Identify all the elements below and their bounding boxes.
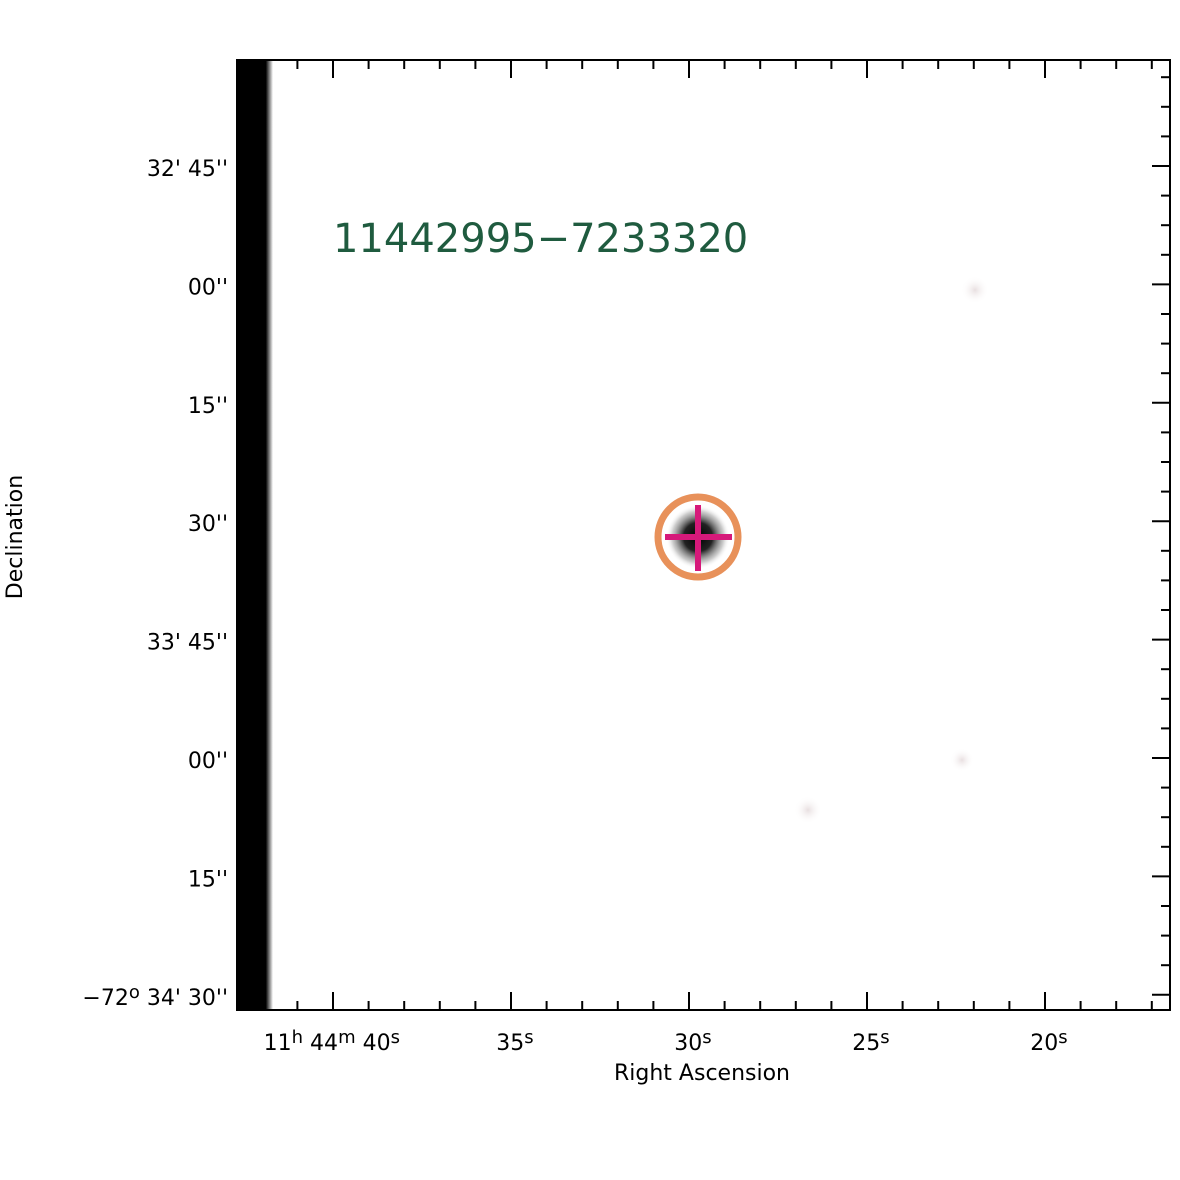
tick-label: 35s (496, 1027, 533, 1056)
tick-label-part: 32' 45'' (147, 157, 228, 182)
tick-label-part: 35 (496, 1031, 524, 1056)
tick-label-part: 33' 45'' (147, 631, 228, 656)
tick-label: 25s (852, 1027, 889, 1056)
tick-label-part: 30 (674, 1031, 702, 1056)
tick-label-part: m (338, 1027, 356, 1048)
tick-label-part: 15'' (188, 867, 228, 892)
tick-label: 30'' (188, 512, 228, 537)
tick-label: 30s (674, 1027, 711, 1056)
x-axis-label: Right Ascension (614, 1061, 790, 1086)
tick-label-part: h (292, 1027, 303, 1048)
tick-label-part: s (702, 1027, 711, 1048)
tick-label: 00'' (188, 275, 228, 300)
tick-label: 00'' (188, 749, 228, 774)
tick-label-part: 15'' (188, 394, 228, 419)
tick-label-part: 34' 30'' (140, 986, 228, 1011)
tick-label-part: 00'' (188, 749, 228, 774)
faint-source (950, 748, 974, 772)
plot-frame (236, 59, 1171, 1011)
y-axis-label: Declination (3, 475, 28, 599)
tick-label: −72o 34' 30'' (82, 982, 228, 1011)
tick-label-part: s (880, 1027, 889, 1048)
tick-label-part: 20 (1030, 1031, 1058, 1056)
tick-label-part: 00'' (188, 275, 228, 300)
faint-source (794, 796, 822, 824)
faint-source (961, 276, 989, 304)
tick-label: 33' 45'' (147, 631, 228, 656)
image-edge (237, 60, 273, 1010)
tick-label: 15'' (188, 394, 228, 419)
aperture-circle (654, 493, 742, 581)
tick-label-part: o (129, 982, 140, 1003)
ticks (237, 60, 1170, 1010)
tick-label-part: 11 (264, 1031, 292, 1056)
tick-label-part: 44 (303, 1031, 338, 1056)
tick-label-part: 30'' (188, 512, 228, 537)
tick-label-part: 40 (356, 1031, 391, 1056)
source-label: 11442995−7233320 (333, 216, 748, 262)
tick-label-part: s (524, 1027, 533, 1048)
tick-label-part: s (391, 1027, 400, 1048)
tick-label: 15'' (188, 867, 228, 892)
tick-label-part: 25 (852, 1031, 880, 1056)
tick-label: 32' 45'' (147, 157, 228, 182)
tick-label-part: s (1058, 1027, 1067, 1048)
tick-label: 20s (1030, 1027, 1067, 1056)
tick-label: 11h 44m 40s (264, 1027, 400, 1056)
tick-label-part: −72 (82, 986, 128, 1011)
